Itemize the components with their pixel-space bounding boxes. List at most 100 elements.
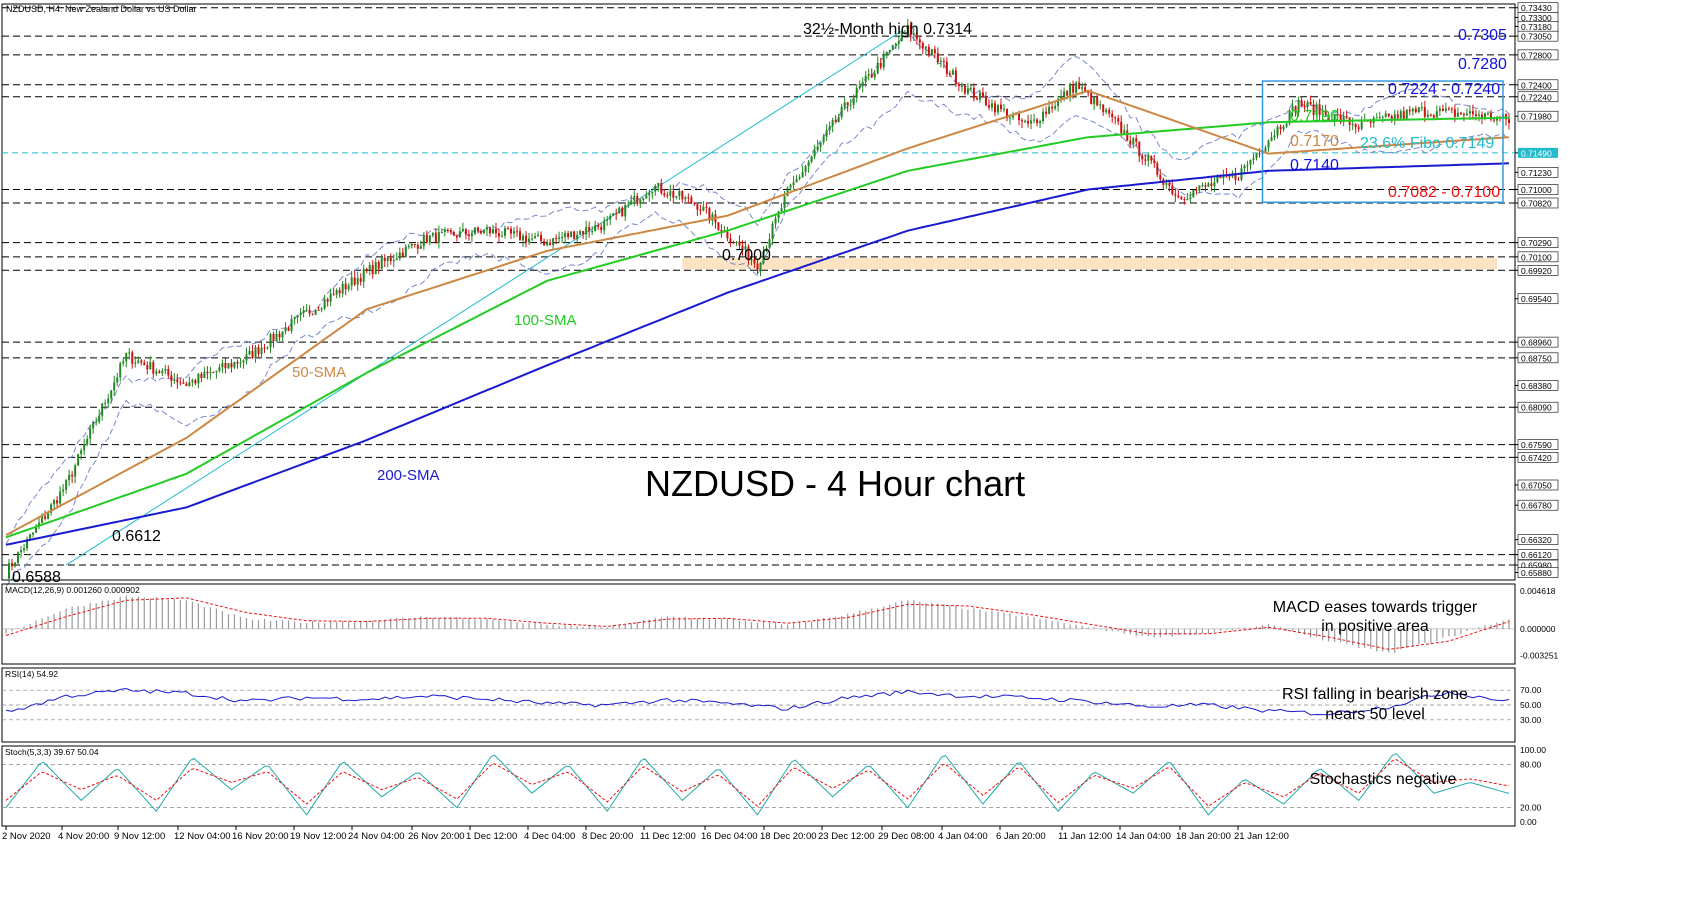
candle-body — [939, 60, 942, 63]
candle-body — [780, 208, 783, 212]
candle-body — [1219, 176, 1222, 179]
candle-body — [831, 120, 834, 127]
candle-body — [1285, 123, 1288, 127]
candle-body — [1267, 140, 1270, 148]
candle-body — [200, 373, 203, 378]
candle-body — [879, 62, 882, 68]
candle-body — [359, 278, 362, 282]
candle-body — [552, 238, 555, 245]
candle-body — [1135, 138, 1138, 142]
candle-body — [1018, 113, 1021, 121]
x-tick-label: 26 Nov 20:00 — [408, 831, 465, 842]
candle-body — [1204, 185, 1207, 187]
candle-body — [17, 552, 20, 563]
candle-body — [401, 252, 404, 257]
candle-body — [311, 313, 314, 315]
candle-body — [314, 309, 317, 315]
level-label: 23.6% Fibo 0.7149 — [1360, 135, 1494, 152]
candle-body — [807, 161, 810, 167]
candle-body — [582, 231, 585, 235]
candle-body — [705, 206, 708, 208]
candle-body — [1255, 153, 1258, 159]
candle-body — [960, 85, 963, 87]
y-tick-label: 0.71980 — [1521, 112, 1552, 122]
sma-200-line — [5, 162, 1510, 546]
candle-body — [1453, 109, 1456, 117]
candle-body — [1393, 114, 1396, 121]
y-tick-label: 0.67590 — [1521, 440, 1552, 450]
candle-body — [1306, 101, 1309, 107]
candle-body — [576, 234, 579, 240]
candle-body — [257, 347, 260, 354]
y-tick-label: 0.68090 — [1521, 403, 1552, 413]
candle-body — [882, 54, 885, 68]
candle-body — [1054, 106, 1057, 109]
candle-body — [984, 97, 987, 106]
candle-body — [681, 191, 684, 200]
candle-body — [951, 70, 954, 75]
candle-body — [666, 195, 669, 197]
candle-body — [404, 246, 407, 257]
candle-body — [753, 259, 756, 264]
rsi-y-tick: 70.00 — [1520, 685, 1542, 695]
candle-body — [302, 310, 305, 313]
candle-body — [53, 500, 56, 505]
candle-body — [558, 237, 561, 239]
x-tick-label: 11 Jan 12:00 — [1058, 831, 1112, 842]
chart-title: NZDUSD - 4 Hour chart — [645, 463, 1025, 504]
label-sma-100: 100-SMA — [514, 312, 577, 329]
candle-body — [365, 268, 368, 271]
candle-body — [864, 75, 867, 83]
candle-body — [537, 234, 540, 237]
candle-body — [137, 360, 140, 363]
candle-body — [1126, 130, 1129, 141]
candle-body — [80, 450, 83, 455]
candle-body — [618, 207, 621, 214]
candle-body — [1117, 118, 1120, 122]
candle-body — [1111, 113, 1114, 118]
indicator-panel-frame — [1, 583, 1516, 665]
candle-body — [1369, 121, 1372, 123]
x-tick-label: 29 Dec 08:00 — [878, 831, 935, 842]
candle-body — [933, 49, 936, 54]
candle-body — [1177, 195, 1180, 198]
candle-body — [735, 241, 738, 244]
candle-body — [1264, 147, 1267, 152]
candle-body — [1384, 113, 1387, 117]
candle-body — [999, 104, 1002, 110]
level-label: 0.7170 — [1290, 133, 1339, 150]
candle-body — [1420, 107, 1423, 109]
annotation-high: 32½-Month high 0.7314 — [803, 21, 972, 38]
candle-body — [332, 293, 335, 295]
candle-body — [672, 191, 675, 198]
candle-body — [182, 382, 185, 384]
candle-body — [233, 362, 236, 368]
macd-histogram — [5, 595, 1510, 653]
y-tick-label: 0.72400 — [1521, 80, 1552, 90]
candle-body — [329, 293, 332, 302]
candle-body — [398, 252, 401, 259]
candle-body — [684, 197, 687, 200]
candle-body — [1321, 110, 1324, 115]
candle-body — [1123, 130, 1126, 134]
candle-body — [341, 283, 344, 294]
candle-body — [1378, 116, 1381, 118]
candle-body — [1375, 117, 1378, 119]
indicator-panel-frame — [1, 745, 1516, 827]
candle-body — [206, 371, 209, 374]
candle-body — [1147, 156, 1150, 161]
y-tick-label: 0.71000 — [1521, 185, 1552, 195]
stoch-y-tick: 100.00 — [1520, 745, 1546, 755]
candle-body — [1354, 124, 1357, 128]
candle-body — [407, 245, 410, 247]
candle-body — [143, 362, 146, 366]
candle-body — [44, 516, 47, 519]
macd-note-line-2: in positive area — [1321, 618, 1429, 635]
candle-body — [1096, 97, 1099, 106]
candle-body — [987, 105, 990, 108]
candle-body — [371, 265, 374, 275]
y-tick-label: 0.65880 — [1521, 568, 1552, 578]
candle-body — [335, 290, 338, 295]
candle-body — [290, 319, 293, 331]
candle-body — [783, 196, 786, 209]
